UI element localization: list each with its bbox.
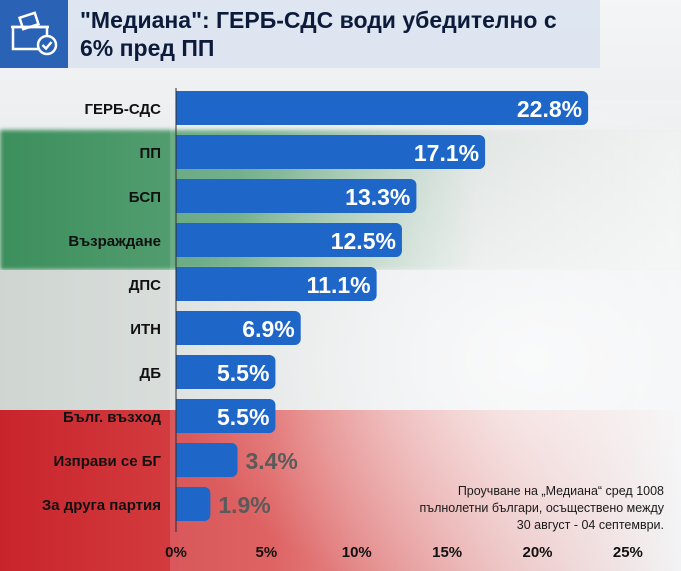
category-label: ИТН <box>130 321 161 338</box>
x-tick-label: 0% <box>165 544 187 561</box>
bar <box>176 135 486 169</box>
source-note-line: 30 август - 04 септември. <box>516 518 664 532</box>
category-label: Възраждане <box>68 233 161 250</box>
source-note-line: пълнолетни българи, осъществено между <box>419 501 664 515</box>
category-label: Изправи се БГ <box>53 453 161 470</box>
category-label: ДБ <box>140 365 162 382</box>
category-label: ДПС <box>129 277 161 294</box>
category-label: ПП <box>139 145 161 162</box>
value-label: 22.8% <box>517 96 582 122</box>
bar-left-edge <box>176 179 184 213</box>
bar-left-edge <box>176 311 184 345</box>
value-label: 13.3% <box>345 184 410 210</box>
x-tick-label: 10% <box>342 544 372 561</box>
ballot-box-icon <box>0 0 68 68</box>
bar-left-edge <box>176 223 184 257</box>
x-tick-label: 20% <box>522 544 552 561</box>
category-label: Бълг. възход <box>63 409 161 426</box>
bar-left-edge <box>176 267 184 301</box>
source-note: Проучване на „Медиана“ сред 1008 пълноле… <box>380 483 664 534</box>
page-title: "Медиана": ГЕРБ-СДС води убедително с 6%… <box>80 7 557 61</box>
header-banner: "Медиана": ГЕРБ-СДС води убедително с 6%… <box>0 0 600 68</box>
category-label: ГЕРБ-СДС <box>85 101 162 118</box>
x-tick-label: 25% <box>613 544 643 561</box>
bar <box>176 487 211 521</box>
bar <box>176 223 402 257</box>
value-label: 12.5% <box>331 228 396 254</box>
category-label: За друга партия <box>42 497 161 514</box>
bar-left-edge <box>176 355 184 389</box>
x-tick-label: 15% <box>432 544 462 561</box>
bar <box>176 267 377 301</box>
bar <box>176 443 238 477</box>
value-label: 11.1% <box>307 272 371 298</box>
value-label: 3.4% <box>245 448 297 474</box>
bar-left-edge <box>176 443 184 477</box>
value-label: 17.1% <box>414 140 479 166</box>
source-note-line: Проучване на „Медиана“ сред 1008 <box>457 484 664 498</box>
bar-left-edge <box>176 135 184 169</box>
bar-left-edge <box>176 487 184 521</box>
bar <box>176 355 276 389</box>
bar <box>176 399 276 433</box>
x-tick-label: 5% <box>256 544 278 561</box>
bar <box>176 179 417 213</box>
category-label: БСП <box>129 189 161 206</box>
bar-left-edge <box>176 399 184 433</box>
value-label: 5.5% <box>217 404 269 430</box>
bar <box>176 91 589 125</box>
bar-left-edge <box>176 91 184 125</box>
value-label: 1.9% <box>218 492 270 518</box>
bar <box>176 311 301 345</box>
value-label: 5.5% <box>217 360 269 386</box>
value-label: 6.9% <box>242 316 294 342</box>
